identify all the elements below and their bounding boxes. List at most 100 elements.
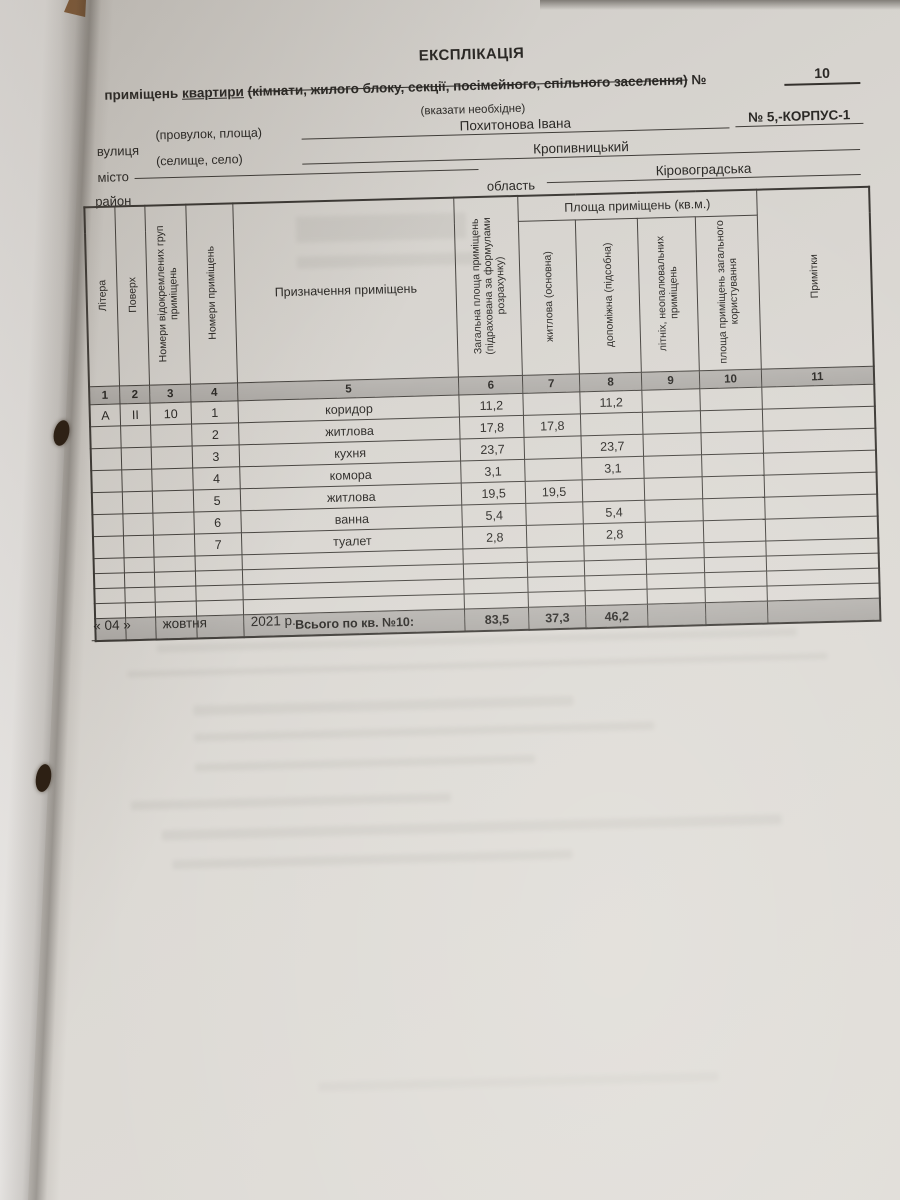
table-cell: А: [89, 403, 121, 427]
table-cell: 11,2: [580, 390, 643, 414]
table-cell: [195, 584, 244, 602]
table-cell: [701, 431, 764, 455]
col-header-summer: літніх, неопалювальних приміщень: [637, 216, 700, 373]
table-cell: [584, 574, 647, 591]
table-cell: [525, 501, 584, 526]
date-month: жовтня: [162, 615, 208, 632]
table-cell: [463, 547, 528, 564]
building-value: № 5,-КОРПУС-1: [735, 106, 864, 128]
explication-table: Літера Поверх Номери відокремлених груп …: [83, 185, 882, 643]
table-cell: [92, 513, 124, 537]
table-cell: [154, 586, 197, 603]
table-cell: [702, 497, 765, 521]
col-header-common: площа приміщень загального користування: [695, 215, 762, 371]
table-cell: [90, 425, 122, 449]
table-cell: 3: [192, 444, 240, 469]
table-cell: [153, 534, 195, 558]
table-cell: [464, 577, 529, 594]
table-cell: [464, 592, 529, 609]
table-cell: 17,8: [459, 415, 524, 440]
bleed-through-artifact: [161, 814, 782, 841]
col-num: 2: [119, 385, 150, 404]
table-cell: [646, 557, 705, 575]
table-cell: [91, 469, 123, 493]
col-header-litera: Літера: [84, 206, 120, 387]
table-cell: 2,8: [462, 525, 527, 549]
table-cell: [644, 498, 704, 523]
table-cell: [93, 572, 126, 589]
table-cell: [524, 457, 583, 482]
city-sublabel: (селище, село): [155, 152, 243, 169]
table-cell: [646, 572, 706, 590]
date-day: « 04 »: [93, 617, 132, 634]
col-num: 1: [89, 385, 121, 405]
table-body: А II 10 1 коридор 11,2 11,2 2 житлова 17,8 17,8 3 ку…: [89, 384, 880, 619]
table-cell: 11,2: [459, 393, 524, 418]
city-label: місто: [97, 169, 130, 185]
col-header-living: житлова (основна): [518, 219, 580, 376]
table-cell: [195, 569, 243, 587]
bleed-through-artifact: [194, 721, 655, 742]
table-cell: [764, 494, 878, 520]
table-cell: [761, 384, 875, 410]
table-cell: [762, 428, 876, 454]
table-cell: [124, 557, 155, 573]
table-cell: [123, 535, 154, 558]
table-cell: [522, 391, 581, 416]
table-cell: 6: [193, 510, 242, 535]
table-cell: [151, 446, 193, 470]
table-cell: 5,4: [462, 503, 527, 528]
table-cell: [762, 406, 876, 432]
table-cell: [154, 571, 196, 588]
table-cell: [700, 387, 763, 411]
table-cell: [763, 472, 878, 498]
table-cell: [641, 388, 701, 413]
col-num: 7: [522, 373, 581, 394]
date-year: 2021 р.: [250, 612, 296, 630]
table-cell: 5: [193, 488, 241, 513]
col-num: 3: [149, 384, 191, 404]
oblast-value: Кіровоградська: [546, 157, 861, 184]
table-cell: [643, 476, 703, 501]
bleed-through-artifact: [172, 849, 573, 870]
table-cell: 3,1: [461, 459, 526, 484]
table-cell: [122, 491, 153, 514]
bleed-through-artifact: [318, 1072, 719, 1092]
table-cell: [94, 602, 126, 619]
subtitle-underlined-word: квартири: [181, 84, 245, 101]
total-auxiliary-value: 46,2: [585, 604, 648, 629]
bleed-through-artifact: [194, 754, 536, 772]
table-cell: [153, 556, 196, 573]
table-cell: [582, 478, 645, 502]
bleed-through-artifact: [193, 695, 574, 716]
street-label: вулиця: [96, 142, 140, 159]
table-cell: 23,7: [460, 437, 525, 462]
table-cell: [523, 435, 582, 460]
table-cell: [705, 586, 768, 603]
table-cell: [527, 560, 585, 578]
table-cell: [528, 590, 586, 608]
district-value-blank: [134, 167, 479, 179]
number-sign: №: [691, 71, 707, 88]
table-cell: [580, 412, 643, 436]
total-living-value: 37,3: [528, 605, 587, 630]
table-cell: [194, 554, 243, 572]
table-cell: 5,4: [583, 500, 646, 524]
table-cell: [94, 587, 126, 604]
oblast-label: область: [486, 177, 536, 194]
table-cell: [124, 572, 155, 588]
table-cell: [642, 410, 702, 435]
table-cell: [92, 535, 125, 559]
street-sublabel: (провулок, площа): [155, 125, 263, 143]
table-cell: [125, 587, 156, 603]
table-cell: [702, 475, 765, 499]
table-cell: 17,8: [523, 413, 582, 438]
table-cell: [90, 447, 122, 471]
table-cell: [646, 587, 706, 605]
table-cell: [121, 469, 153, 492]
col-num: 8: [579, 372, 642, 392]
table-cell: [120, 425, 152, 448]
table-cell: [151, 468, 194, 492]
table-cell: [527, 575, 586, 593]
